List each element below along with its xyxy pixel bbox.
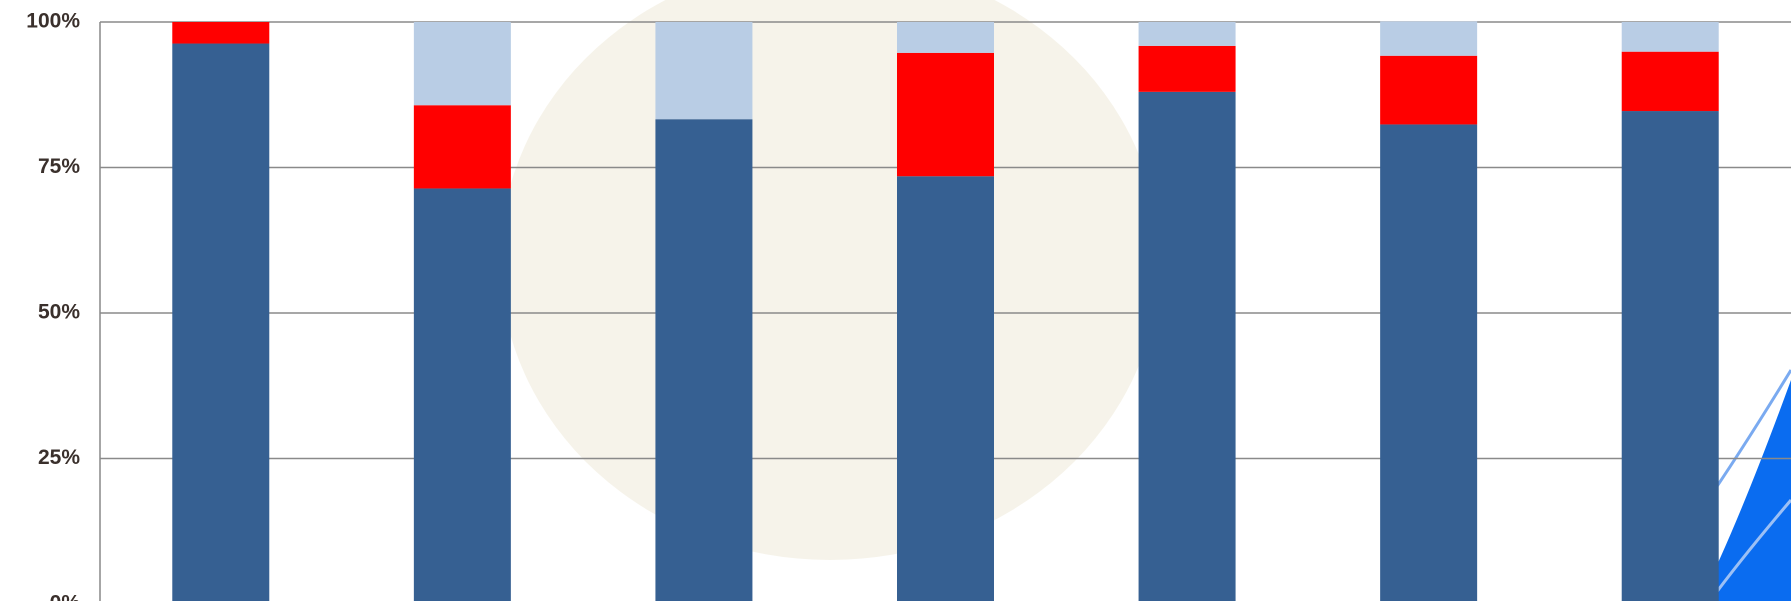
- bar-segment: [172, 43, 270, 601]
- y-tick-label: 50%: [38, 301, 80, 324]
- bar-segment: [897, 52, 994, 177]
- bar-segment: [655, 22, 753, 120]
- bar-segment: [1380, 55, 1478, 125]
- bar-segment: [1621, 51, 1719, 112]
- bar-segment: [655, 119, 753, 601]
- bar-segment: [897, 176, 994, 601]
- y-tick-label: 25%: [38, 446, 80, 469]
- bar-segment: [1138, 22, 1236, 46]
- bar-segment: [413, 22, 511, 106]
- bar-segment: [1380, 21, 1478, 56]
- bar-segment: [1138, 91, 1236, 601]
- fingerprint-watermark: [500, 0, 1160, 560]
- bar-segment: [413, 188, 511, 601]
- bar-segment: [413, 105, 511, 189]
- bar-segment: [172, 22, 270, 44]
- y-tick-label: 75%: [38, 155, 80, 178]
- swoosh: [1700, 380, 1791, 601]
- bar-segment: [1621, 22, 1719, 52]
- y-tick-label: 0%: [50, 592, 81, 601]
- bar-segment: [1138, 45, 1236, 92]
- bar-segment: [1380, 124, 1478, 601]
- bar-segment: [897, 22, 994, 53]
- bar-segment: [1621, 111, 1719, 601]
- y-tick-label: 100%: [26, 10, 80, 33]
